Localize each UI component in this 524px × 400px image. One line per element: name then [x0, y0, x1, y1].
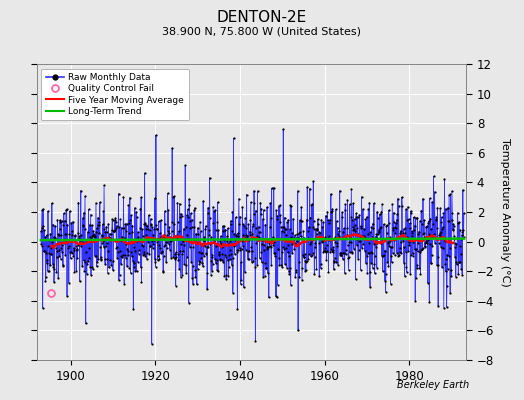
- Text: DENTON-2E: DENTON-2E: [217, 10, 307, 25]
- Text: Berkeley Earth: Berkeley Earth: [397, 380, 469, 390]
- Text: 38.900 N, 75.800 W (United States): 38.900 N, 75.800 W (United States): [162, 26, 362, 36]
- Y-axis label: Temperature Anomaly (°C): Temperature Anomaly (°C): [500, 138, 510, 286]
- Legend: Raw Monthly Data, Quality Control Fail, Five Year Moving Average, Long-Term Tren: Raw Monthly Data, Quality Control Fail, …: [41, 68, 189, 120]
